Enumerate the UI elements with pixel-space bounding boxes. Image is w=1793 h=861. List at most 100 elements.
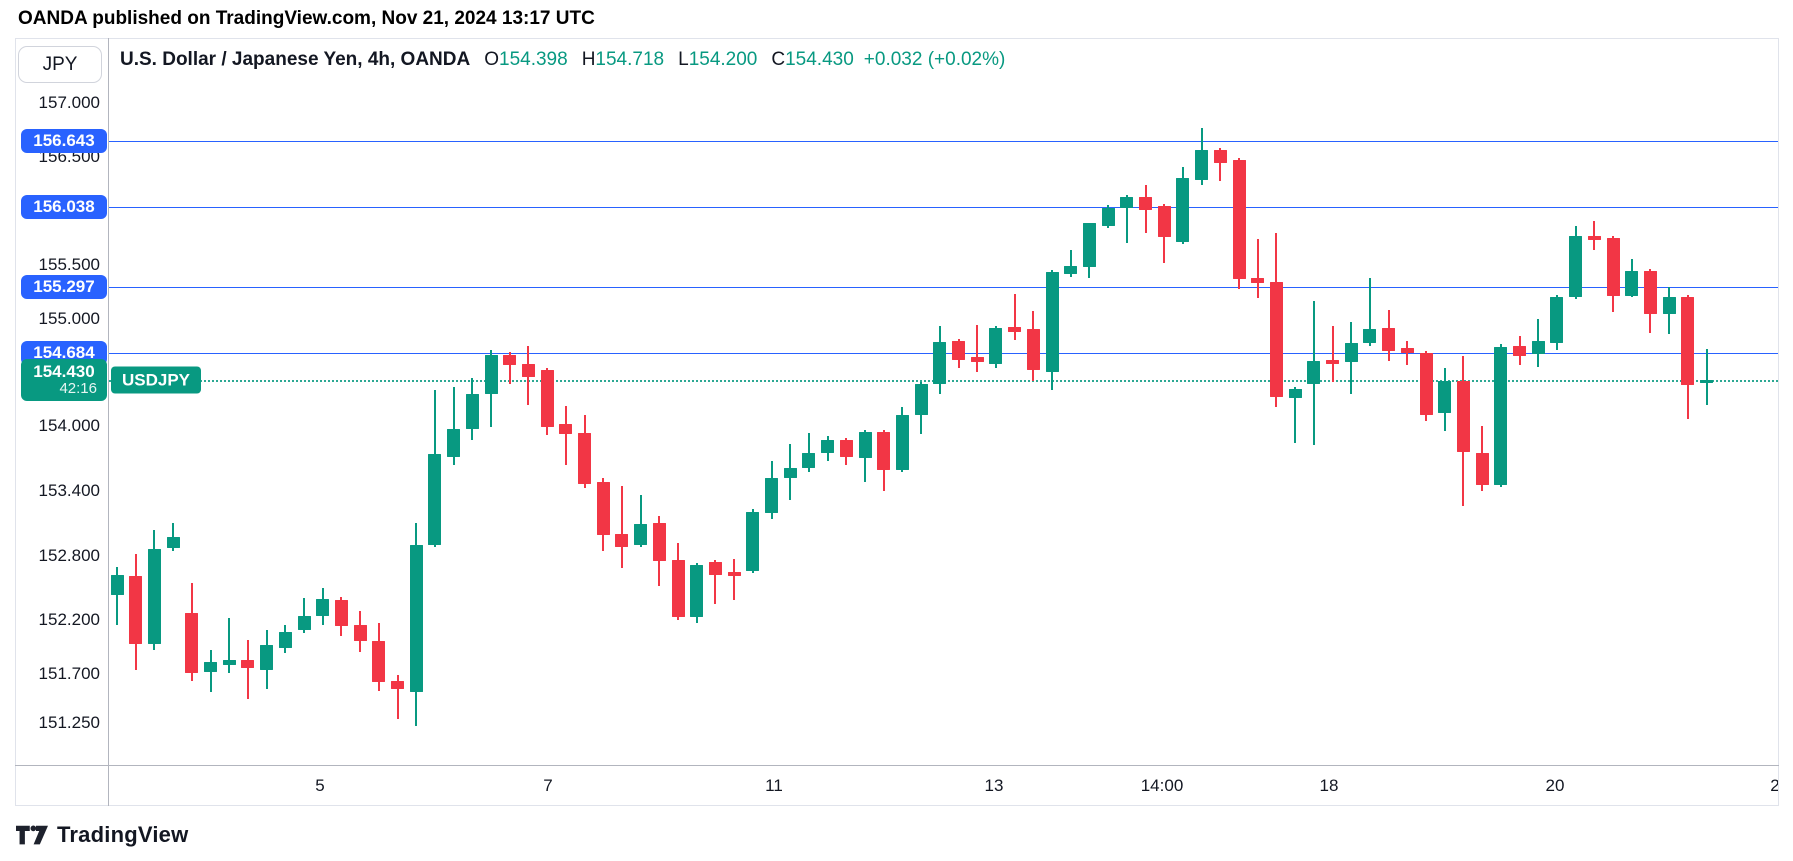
candle-wick (1125, 194, 1128, 244)
candle-wick (116, 566, 118, 625)
candle-body (952, 341, 965, 360)
candle-wick (1219, 148, 1222, 181)
candle-body (1251, 277, 1265, 283)
ohlc-item: H154.718 (581, 49, 665, 70)
candle-body (895, 414, 909, 470)
ohlc-item: C154.430 (771, 49, 854, 70)
candle-body (1064, 265, 1078, 275)
change-value: +0.032 (+0.02%) (863, 49, 1006, 70)
candle-wick (172, 523, 175, 552)
candle-body (970, 357, 984, 362)
candle-body (241, 660, 255, 668)
time-tick-label: 11 (765, 776, 783, 795)
candle-body (353, 624, 367, 641)
time-tick-label: 5 (315, 776, 325, 795)
candle-body (1026, 329, 1040, 371)
time-scale[interactable]: 5 7 11 13 14:00 18 20 2 (109, 766, 1778, 805)
alert-horizontal-line[interactable] (109, 207, 1778, 208)
chart-plot-area[interactable]: USDJPY (109, 39, 1778, 765)
candle-body (1475, 453, 1489, 485)
candle-wick (1593, 220, 1596, 250)
candle-body (1438, 381, 1452, 414)
candle-body (596, 482, 610, 536)
candle-wick (1406, 341, 1409, 365)
candle-body (1400, 347, 1414, 354)
price-tick-label: 154.000 (38, 416, 100, 436)
alert-horizontal-line[interactable] (109, 287, 1778, 288)
candle-body (260, 645, 274, 670)
candle-wick (396, 675, 399, 719)
candle-body (989, 328, 1003, 364)
alert-price-badge: 156.643 (21, 129, 107, 154)
candle-body (372, 640, 386, 682)
alert-horizontal-line[interactable] (109, 141, 1778, 142)
last-price-badge: 154.430 42:16 (21, 359, 107, 402)
candle-body (391, 680, 404, 690)
time-tick-label: 7 (543, 776, 553, 795)
candle-body (1606, 237, 1620, 296)
candle-body (690, 565, 704, 618)
bar-countdown: 42:16 (59, 380, 97, 398)
price-scale[interactable]: 157.000 156.500 155.500 155.000 154.000 153.4… (0, 39, 108, 765)
candle-body (465, 394, 479, 429)
candle-body (1625, 271, 1639, 296)
last-price-value: 154.430 (33, 362, 95, 382)
ohlc-item: L154.200 (678, 49, 758, 70)
candle-body (634, 524, 648, 545)
candle-wick (1294, 386, 1297, 443)
candle-body (1662, 297, 1676, 315)
chart-legend: U.S. Dollar / Japanese Yen, 4h, OANDA O1… (120, 46, 1005, 74)
currency-unit-button[interactable]: JPY (18, 46, 102, 83)
candle-wick (639, 495, 642, 548)
time-tick-label: 20 (1545, 776, 1565, 795)
candle-wick (1331, 326, 1334, 383)
candle-body (1344, 343, 1358, 362)
ohlc-readout: O154.398 H154.718 L154.200 C154.430 (470, 49, 854, 71)
symbol-title: U.S. Dollar / Japanese Yen, 4h, OANDA (120, 49, 471, 70)
candle-body (821, 440, 835, 454)
candle-body (802, 453, 816, 469)
published-header: OANDA published on TradingView.com, Nov … (18, 8, 595, 29)
candle-body (1269, 281, 1283, 398)
candle-body (1550, 297, 1564, 344)
alert-price-badge: 156.038 (21, 194, 107, 219)
price-tick-label: 152.200 (38, 610, 100, 630)
candle-body (447, 428, 461, 457)
candle-body (521, 363, 535, 377)
candle-body (166, 537, 180, 549)
candle-body (1326, 359, 1339, 364)
candle-body (147, 549, 161, 645)
candle-body (503, 355, 517, 365)
tradingview-attribution[interactable]: TradingView (16, 822, 188, 848)
candle-body (765, 478, 778, 513)
candle-body (1307, 360, 1321, 385)
candle-body (652, 523, 666, 562)
candle-wick (1256, 238, 1259, 299)
alert-price-badge: 155.297 (21, 274, 107, 299)
candle-wick (246, 639, 249, 700)
candle-body (1176, 178, 1190, 243)
price-axis-divider (108, 38, 109, 806)
candle-body (877, 431, 891, 470)
candle-body (671, 560, 685, 618)
candle-body (858, 431, 872, 458)
candle-body (297, 616, 311, 631)
candle-body (278, 632, 292, 649)
candle-body (933, 342, 947, 385)
candle-wick (452, 386, 455, 466)
candle-wick (620, 485, 623, 568)
symbol-price-tag: USDJPY (111, 366, 202, 394)
price-tick-label: 152.800 (38, 545, 100, 565)
candle-body (1195, 150, 1209, 180)
candle-body (1643, 271, 1657, 315)
candle-body (110, 575, 124, 595)
time-tick-label: 14:00 (1140, 776, 1184, 795)
candle-body (222, 660, 236, 665)
candle-body (727, 571, 741, 577)
candle-body (559, 424, 573, 434)
candle-body (1232, 160, 1246, 279)
price-tick-label: 155.000 (38, 308, 100, 328)
candle-body (1531, 341, 1545, 355)
candle-wick (1368, 277, 1371, 346)
candle-body (1363, 329, 1377, 344)
